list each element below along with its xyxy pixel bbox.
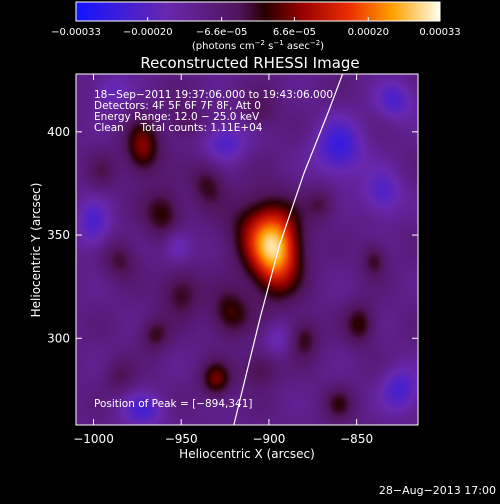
colorbar-tick-label: 0.00033 (419, 27, 460, 38)
x-tick-label: −850 (340, 432, 373, 446)
y-axis-label: Heliocentric Y (arcsec) (29, 183, 43, 318)
colorbar-ticks: −0.00033 −0.00020 −6.6e−05 6.6e−05 0.00020 0.… (51, 17, 461, 38)
heatmap-image (76, 74, 418, 425)
colorbar-tick-label: 6.6e−05 (273, 27, 316, 38)
info-line-1: 18−Sep−2011 19:37:06.000 to 19:43:06.000 (94, 89, 333, 101)
colorbar-tick-label: 0.00020 (348, 27, 389, 38)
colorbar-tick-label: −0.00033 (51, 27, 101, 38)
y-tick-label: 300 (47, 331, 70, 345)
x-tick-label: −1000 (73, 432, 114, 446)
observation-info: 18−Sep−2011 19:37:06.000 to 19:43:06.000… (94, 89, 333, 134)
chart-title: Reconstructed RHESSI Image (140, 54, 359, 72)
info-line-3: Energy Range: 12.0 − 25.0 keV (94, 111, 260, 123)
x-tick-label: −900 (252, 432, 285, 446)
colorbar-label: (photons cm−2 s−1 asec−2) (192, 39, 324, 52)
y-tick-label: 350 (47, 228, 70, 242)
solar-limb-line (233, 73, 344, 426)
colorbar: −0.00033 −0.00020 −6.6e−05 6.6e−05 0.00020 0.… (51, 1, 461, 52)
footer-date: 28−Aug−2013 17:00 (379, 484, 496, 497)
x-tick-label: −950 (165, 432, 198, 446)
plot-frame (75, 73, 419, 426)
y-tick-label: 400 (47, 125, 70, 139)
colorbar-gradient (76, 2, 440, 21)
y-axis-ticks: 300 350 400 (47, 125, 418, 345)
info-line-2: Detectors: 4F 5F 6F 7F 8F, Att 0 (94, 100, 261, 112)
colorbar-frame (75, 1, 441, 22)
colorbar-tick-label: −0.00020 (123, 27, 173, 38)
x-axis-label: Heliocentric X (arcsec) (179, 447, 315, 461)
x-axis-ticks: −1000 −950 −900 −850 (73, 74, 373, 446)
colorbar-tick-label: −6.6e−05 (196, 27, 248, 38)
info-line-4: Clean Total counts: 1.11E+04 (94, 122, 263, 134)
peak-position-label: Position of Peak = [−894,341] (94, 398, 253, 410)
